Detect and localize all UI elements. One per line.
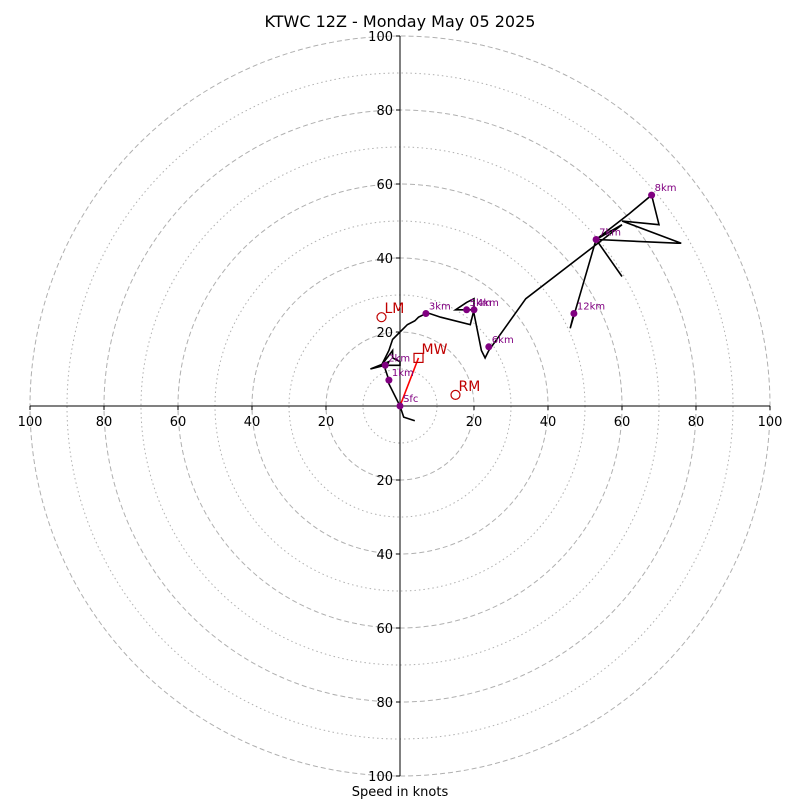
height-marker-label: 1km: [392, 368, 414, 379]
y-tick-label: 40: [376, 548, 393, 563]
chart-title: KTWC 12Z - Monday May 05 2025: [265, 12, 536, 31]
hodograph-trace-group: [370, 193, 682, 422]
height-marker-point: [648, 191, 656, 199]
height-marker-point: [570, 310, 578, 317]
storm-motion-label: RM: [459, 379, 481, 395]
height-marker-label: 8km: [655, 183, 677, 194]
height-marker-label: Sfc: [403, 394, 418, 405]
tick-labels: 20 20 20 20 40 40 40 40 60 60 60 60 80 80 80 80 100 100 10…: [18, 30, 783, 785]
height-marker-point: [422, 310, 430, 317]
storm-motion-marker: [450, 389, 461, 400]
x-tick-label: 80: [688, 415, 705, 430]
x-tick-label: 60: [614, 415, 631, 430]
height-marker-point: [463, 306, 471, 314]
height-marker-label: 12km: [577, 302, 605, 313]
storm-motion-marker: [376, 312, 387, 323]
height-marker-point: [470, 306, 478, 314]
mean-wind-vector: [399, 357, 420, 407]
y-tick-label: 40: [376, 252, 393, 267]
y-tick-label: 20: [376, 326, 393, 341]
y-tick-label: 20: [376, 474, 393, 489]
height-marker-point: [385, 376, 393, 384]
y-tick-label: 100: [368, 770, 393, 785]
x-tick-label: 80: [96, 415, 113, 430]
storm-motion-markers: LM MW RM: [376, 301, 481, 400]
height-marker-label: 2km: [388, 353, 410, 364]
x-tick-label: 20: [466, 415, 483, 430]
height-marker-point: [592, 236, 600, 243]
height-marker-point: [485, 343, 493, 351]
y-tick-label: 80: [376, 696, 393, 711]
x-tick-label: 100: [758, 415, 783, 430]
height-marker-point: [381, 361, 389, 369]
hodograph-trace: [370, 193, 682, 422]
height-marker-label: 4km: [477, 298, 499, 309]
y-tick-label: 60: [376, 178, 393, 193]
height-marker-label: 3km: [429, 302, 451, 313]
y-tick-label: 80: [376, 104, 393, 119]
height-marker-label: 7km: [599, 228, 621, 239]
x-tick-label: 100: [18, 415, 43, 430]
x-tick-label: 60: [170, 415, 187, 430]
x-axis-label: Speed in knots: [352, 785, 449, 800]
x-tick-label: 40: [244, 415, 261, 430]
storm-motion-label: LM: [385, 301, 405, 317]
x-tick-label: 20: [318, 415, 335, 430]
height-marker-label: 6km: [492, 335, 514, 346]
storm-motion-label: MW: [422, 342, 448, 358]
height-marker-label: 5km: [470, 298, 492, 309]
height-marker-point: [396, 402, 404, 410]
storm-motion-marker: [413, 352, 424, 363]
y-tick-label: 100: [368, 30, 393, 45]
y-tick-label: 60: [376, 622, 393, 637]
x-tick-label: 40: [540, 415, 557, 430]
